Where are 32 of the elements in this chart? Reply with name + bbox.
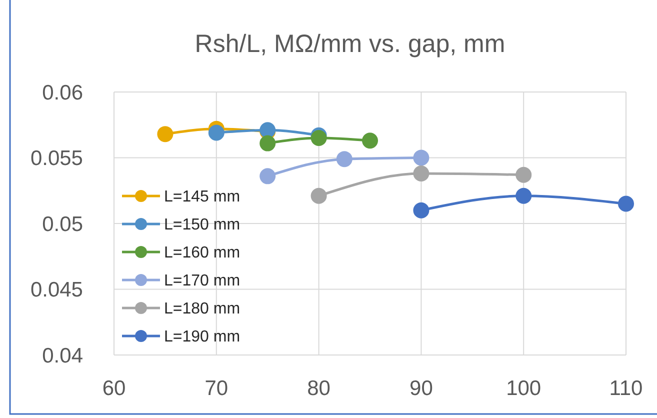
- point: [260, 168, 276, 184]
- x-tick-label: 80: [307, 377, 330, 400]
- point: [516, 166, 532, 183]
- legend-label: L=160 mm: [164, 244, 240, 262]
- x-tick-label: 70: [204, 377, 228, 400]
- point: [413, 166, 430, 182]
- legend-label: L=145 mm: [164, 188, 240, 206]
- point: [157, 126, 174, 142]
- legend-label: L=150 mm: [164, 216, 240, 234]
- point: [413, 202, 430, 218]
- legend-label: L=190 mm: [164, 328, 240, 346]
- point: [362, 132, 378, 149]
- point: [336, 151, 352, 168]
- y-tick-label: 0.06: [42, 81, 83, 104]
- x-tick-label: 100: [506, 377, 542, 400]
- y-tick-label: 0.055: [30, 147, 83, 170]
- x-tick-label: 60: [102, 377, 126, 400]
- point: [310, 188, 327, 204]
- point: [413, 150, 430, 166]
- chart-title: Rsh/L, MΩ/mm vs. gap, mm: [194, 30, 506, 58]
- x-tick-label: 110: [609, 377, 643, 400]
- point: [618, 196, 634, 212]
- point: [260, 135, 276, 152]
- y-tick-label: 0.045: [30, 278, 83, 302]
- point: [516, 188, 532, 204]
- y-tick-label: 0.05: [42, 212, 83, 236]
- legend-label: L=180 mm: [164, 300, 240, 318]
- x-tick-label: 90: [410, 377, 433, 400]
- y-tick-label: 0.04: [42, 344, 84, 368]
- legend-label: L=170 mm: [164, 272, 240, 290]
- point: [310, 130, 327, 146]
- point: [208, 124, 224, 141]
